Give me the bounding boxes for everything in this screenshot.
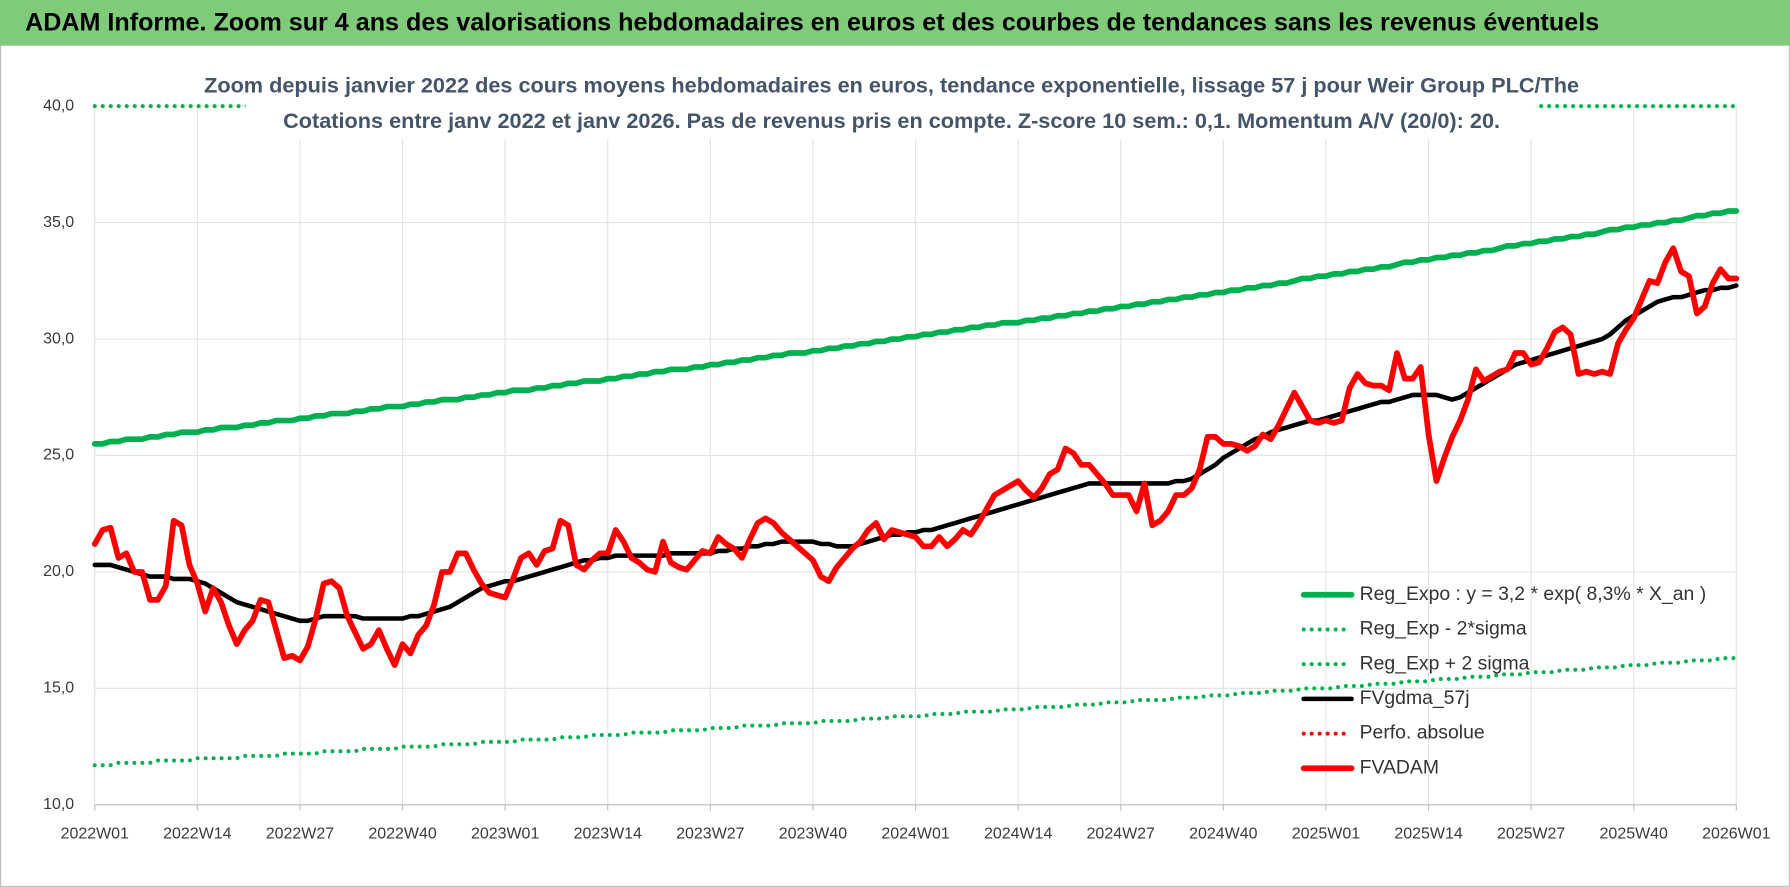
legend-label: Perfo. absolue: [1360, 722, 1485, 744]
legend-label: Reg_Exp - 2*sigma: [1360, 618, 1527, 640]
subtitle-box: [245, 68, 1536, 140]
x-tick-label: 2024W40: [1189, 826, 1257, 843]
y-tick-label: 25,0: [43, 447, 74, 464]
x-tick-label: 2025W40: [1600, 826, 1668, 843]
x-tick-label: 2022W14: [163, 826, 231, 843]
x-tick-label: 2024W01: [881, 826, 949, 843]
x-tick-label: 2024W27: [1087, 826, 1155, 843]
x-tick-label: 2023W27: [676, 826, 744, 843]
x-tick-label: 2022W27: [266, 826, 334, 843]
y-tick-label: 15,0: [43, 680, 74, 697]
x-tick-label: 2023W14: [574, 826, 642, 843]
subtitle: Cotations entre janv 2022 et janv 2026. …: [283, 108, 1500, 133]
series-line: [91, 245, 1740, 668]
x-tick-label: 2022W40: [368, 826, 436, 843]
legend-label: FVADAM: [1360, 756, 1439, 778]
legend: Reg_Expo : y = 3,2 * exp( 8,3% * X_an ) R…: [1300, 583, 1707, 778]
y-tick-label: 35,0: [43, 214, 74, 231]
x-tick-label: 2022W01: [61, 826, 129, 843]
legend-label: FVgdma_57j: [1360, 687, 1470, 709]
x-tick-label: 2023W40: [779, 826, 847, 843]
header-bar: [0, 0, 1790, 46]
y-tick-label: 30,0: [43, 330, 74, 347]
x-tick-label: 2025W14: [1394, 826, 1462, 843]
series-line: [92, 656, 1739, 768]
chart-title: ADAM Informe. Zoom sur 4 ans des valoris…: [25, 9, 1599, 37]
subtitle: Zoom depuis janvier 2022 des cours moyen…: [204, 72, 1579, 97]
x-tick-label: 2024W14: [984, 826, 1052, 843]
series-line: [92, 283, 1739, 624]
grid: 10,0 15,0 20,0 25,0 30,0 35,0 40,0 2022W01 2022W…: [43, 97, 1771, 842]
x-tick-label: 2025W27: [1497, 826, 1565, 843]
y-tick-label: 10,0: [43, 796, 74, 813]
y-tick-label: 20,0: [43, 563, 74, 580]
legend-label: Reg_Expo : y = 3,2 * exp( 8,3% * X_an ): [1360, 583, 1707, 605]
x-tick-label: 2025W01: [1292, 826, 1360, 843]
y-tick-label: 40,0: [43, 97, 74, 114]
x-tick-label: 2023W01: [471, 826, 539, 843]
series-line: [91, 208, 1740, 447]
x-tick-label: 2026W01: [1702, 826, 1770, 843]
legend-label: Reg_Exp + 2 sigma: [1360, 652, 1530, 674]
